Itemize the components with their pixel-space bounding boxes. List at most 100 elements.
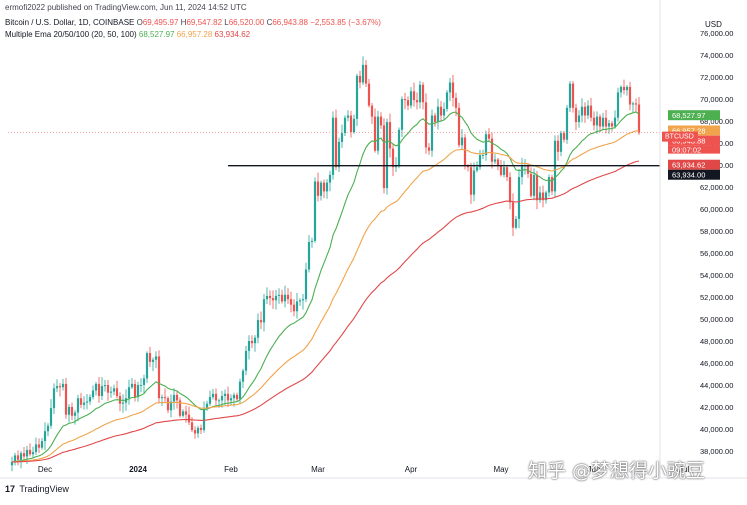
candle-body: [259, 320, 263, 323]
symbol-name: Bitcoin / U.S. Dollar, 1D, COINBASE: [5, 18, 135, 27]
candle-body: [172, 394, 176, 402]
candle-body: [604, 117, 608, 127]
candle-body: [103, 385, 107, 387]
close-value: 66,943.88: [272, 18, 308, 27]
candle-body: [163, 397, 167, 399]
candle-body: [538, 192, 542, 201]
candle-body: [430, 115, 434, 151]
candle-body: [322, 182, 326, 192]
currency-label: USD: [705, 20, 722, 29]
symbol-tag: BTCUSD: [665, 134, 694, 141]
tradingview-logo-icon: 17: [5, 484, 16, 494]
candle-body: [214, 393, 218, 401]
candle-body: [130, 383, 134, 388]
candle-body: [352, 118, 356, 132]
price-tick-label: 50,000.00: [700, 315, 733, 324]
ema100-tag: 63,934.62: [672, 161, 705, 170]
candle-body: [286, 294, 290, 300]
candles-layer: [10, 56, 641, 472]
candle-body: [466, 166, 470, 168]
candle-body: [313, 181, 317, 241]
candle-body: [145, 353, 149, 379]
candle-body: [289, 299, 293, 305]
candle-body: [367, 83, 371, 106]
candle-body: [484, 134, 488, 156]
tradingview-footer[interactable]: 17 TradingView: [5, 484, 69, 494]
candle-body: [226, 393, 230, 401]
candle-body: [481, 155, 485, 156]
candle-body: [418, 84, 422, 103]
candle-body: [70, 407, 74, 416]
price-tick-label: 74,000.00: [700, 51, 733, 60]
candle-body: [58, 386, 62, 388]
candle-body: [514, 218, 518, 228]
candle-body: [190, 422, 194, 431]
price-tick-label: 52,000.00: [700, 293, 733, 302]
candle-body: [382, 125, 386, 189]
time-tick-label: Jun: [588, 465, 601, 474]
candle-body: [631, 103, 635, 105]
candle-body: [463, 137, 467, 167]
candle-body: [10, 462, 14, 466]
candle-body: [25, 449, 29, 457]
candle-body: [76, 398, 80, 413]
ema20-tag-bg: [668, 110, 720, 121]
candle-body: [385, 122, 389, 189]
candle-body: [91, 390, 95, 398]
candle-body: [634, 103, 638, 105]
candle-body: [28, 449, 32, 455]
low-label: L: [224, 18, 229, 27]
ema-legend: Multiple Ema 20/50/100 (20, 50, 100) 68,…: [5, 30, 250, 39]
candle-body: [595, 116, 599, 126]
candle-body: [475, 167, 479, 171]
candle-body: [106, 385, 110, 393]
high-label: H: [180, 18, 187, 27]
close-label: C: [266, 18, 273, 27]
candle-body: [274, 295, 278, 301]
candle-body: [511, 202, 515, 228]
candle-body: [409, 91, 413, 106]
candle-body: [334, 117, 338, 168]
candle-body: [79, 398, 83, 405]
candle-body: [139, 385, 143, 386]
candle-body: [265, 295, 269, 300]
candle-body: [370, 105, 374, 117]
candle-body: [502, 167, 506, 175]
candle-body: [298, 300, 302, 302]
candle-body: [487, 134, 491, 139]
candle-body: [112, 388, 116, 392]
candle-body: [496, 159, 500, 165]
candle-body: [205, 403, 209, 410]
candle-body: [424, 102, 428, 148]
candle-body: [613, 117, 617, 127]
candle-body: [544, 192, 548, 201]
price-tick-label: 48,000.00: [700, 337, 733, 346]
candle-body: [82, 402, 86, 405]
candle-body: [349, 115, 353, 132]
hline-tag-bg: [668, 169, 720, 180]
candle-body: [307, 242, 311, 270]
candle-body: [472, 170, 476, 195]
symbol-tag-bg: [662, 131, 698, 142]
candle-body: [61, 383, 65, 388]
time-tick-label: 2024: [129, 465, 147, 474]
candle-body: [235, 394, 239, 400]
candle-body: [52, 388, 56, 409]
candle-body: [625, 86, 629, 91]
candle-body: [589, 105, 593, 118]
candle-body: [178, 400, 182, 416]
candle-body: [526, 165, 530, 174]
candle-body: [166, 398, 170, 411]
candle-body: [283, 294, 287, 302]
candle-body: [562, 133, 566, 140]
candle-body: [346, 115, 350, 118]
candle-body: [262, 299, 266, 323]
ema20-line: [11, 111, 640, 463]
ema100-tag-bg: [668, 159, 720, 170]
candle-body: [328, 174, 332, 183]
candle-body: [412, 91, 416, 101]
candle-body: [301, 299, 305, 301]
time-tick-label: Feb: [224, 465, 238, 474]
